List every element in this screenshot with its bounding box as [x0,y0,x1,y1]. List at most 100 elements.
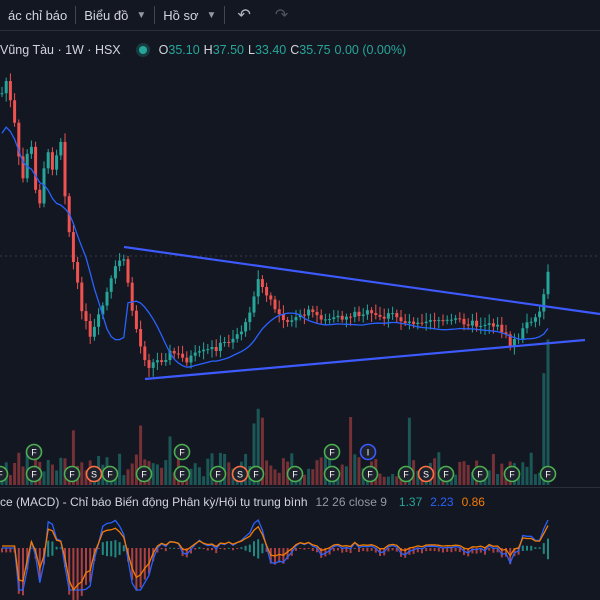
event-marker-s[interactable]: S [231,465,249,483]
candle-body [244,322,248,332]
volume-bar [21,466,25,485]
upper-trendline[interactable] [123,245,600,316]
indicators-button[interactable]: ác chỉ báo [0,0,75,30]
candle-body [126,259,130,283]
macd-histogram-bar [139,548,142,588]
event-marker-f[interactable]: F [323,443,341,461]
candle-body [538,311,542,318]
candle-body [105,291,109,306]
volume-bar [265,460,269,485]
candle-body [403,321,407,323]
event-marker-f[interactable]: F [397,465,415,483]
high-key: H [203,43,213,57]
histogram-value: 0.86 [461,495,485,509]
event-marker-f[interactable]: F [361,465,379,483]
event-marker-f[interactable]: F [323,465,341,483]
profile-menu-button[interactable]: Hồ sơ ▼ [155,0,224,30]
event-marker-s[interactable]: S [417,465,435,483]
volume-bar [118,453,122,485]
event-marker-f[interactable]: F [173,465,191,483]
candle-body [50,152,54,170]
candle-body [344,316,348,320]
marker-label: F [545,470,551,480]
marker-circle [101,465,119,483]
toolbar-divider [154,6,156,24]
volume-bar [533,474,537,485]
candle-body [332,317,336,320]
event-marker-f[interactable]: F [286,465,304,483]
volume-bar [80,462,84,485]
macd-histogram-bar [442,548,444,553]
event-marker-f[interactable]: F [135,465,153,483]
candle-body [113,266,117,279]
signal-line [2,525,549,592]
symbol-title[interactable]: Vũng Tàu · 1W · HSX [0,43,121,57]
macd-histogram-bar [492,548,495,553]
event-marker-s[interactable]: S [85,465,103,483]
macd-histogram-bar [547,538,549,560]
volume-bar [25,452,29,485]
macd-histogram-bar [425,548,428,552]
candle-body [109,278,113,292]
event-marker-i[interactable]: I [359,443,377,461]
macd-histogram-bar [118,542,121,555]
macd-histogram-bar [72,548,75,600]
marker-circle [437,465,455,483]
event-marker-f[interactable]: F [209,465,227,483]
volume-bars [0,339,550,485]
macd-histogram-bar [374,548,377,553]
close-value: 35.75 [299,43,331,57]
event-marker-f[interactable]: F [173,443,191,461]
volume-bar [46,459,50,485]
macd-histogram-bar [332,548,335,552]
event-marker-f[interactable]: F [539,465,557,483]
candle-body [357,311,361,317]
undo-icon[interactable]: ↶ [237,7,251,24]
event-marker-f[interactable]: F [503,465,521,483]
candle-body [542,294,546,312]
pane-divider[interactable] [0,487,600,488]
volume-bar [349,417,353,485]
candle-body [424,321,428,324]
macd-histogram-bar [421,548,423,554]
macd-histogram-bar [219,548,222,549]
marker-label: F [31,470,37,480]
marker-circle [25,443,43,461]
marker-label: S [91,470,97,480]
candle-body [55,155,59,170]
event-marker-f[interactable]: F [25,443,43,461]
marker-label: F [107,470,113,480]
candle-body [290,320,294,322]
candle-body [336,315,340,318]
volume-bar [391,474,395,485]
candle-body [235,334,239,339]
toolbar-divider [224,6,226,24]
event-marker-f[interactable]: F [63,465,81,483]
event-marker-f[interactable]: F [471,465,489,483]
event-marker-f[interactable]: F [25,465,43,483]
chart-menu-button[interactable]: Biểu đồ ▼ [76,0,154,30]
event-marker-f[interactable]: F [437,465,455,483]
marker-label: F [329,470,335,480]
volume-bar [311,469,315,485]
candle-body [38,189,42,204]
macd-histogram-bar [173,547,176,549]
macd-title[interactable]: ce (MACD) - Chỉ báo Biến động Phân kỳ/Hộ… [0,495,308,509]
candle-body [504,332,508,335]
event-marker-f[interactable]: F [247,465,265,483]
lower-trendline[interactable] [144,338,586,381]
macd-histogram-bar [488,548,491,551]
redo-icon[interactable]: ↷ [274,7,289,24]
macd-histogram-bar [475,548,478,554]
macd-histogram-bar [261,543,264,554]
volume-bar [193,463,197,485]
volume-bar [458,461,462,485]
macd-histogram-bar [353,548,356,549]
candle-body [496,324,500,327]
macd-histogram-bar [22,548,24,596]
marker-label: F [403,470,409,480]
event-marker-f[interactable]: F [0,465,9,483]
macd-histogram-bar [236,548,239,549]
event-marker-f[interactable]: F [101,465,119,483]
